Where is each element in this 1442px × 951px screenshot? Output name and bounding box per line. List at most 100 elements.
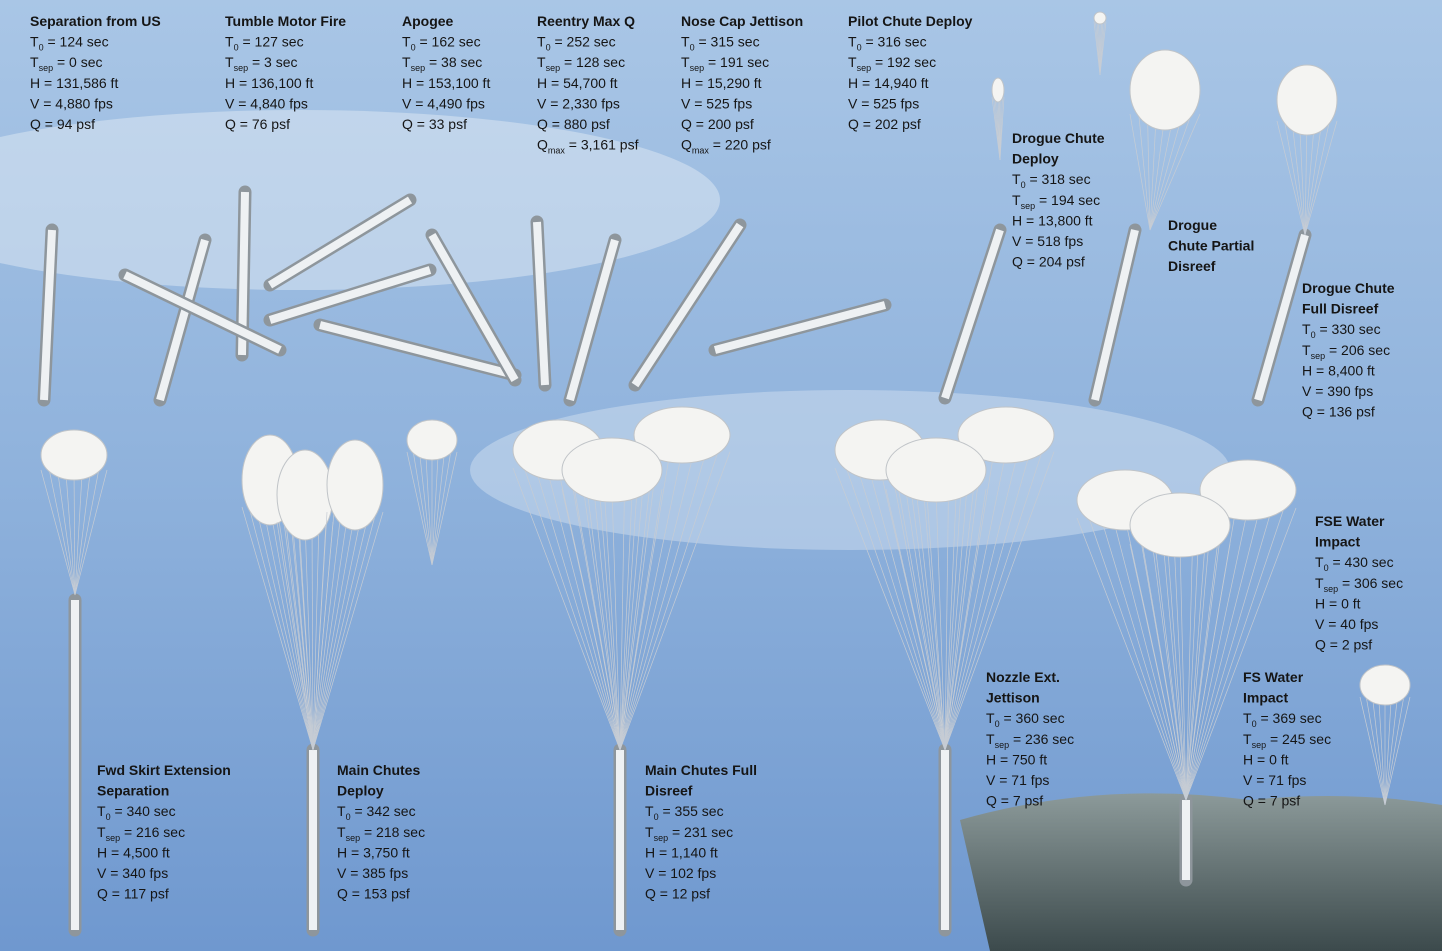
stat-text: V = 385 fps: [337, 865, 408, 881]
stat-text: H = 4,500 ft: [97, 844, 170, 860]
subscript: sep: [654, 833, 669, 843]
event-stat: V = 385 fps: [337, 865, 408, 881]
event-title: Deploy: [1012, 151, 1059, 167]
canopy: [277, 450, 333, 540]
stat-text: Q = 117 psf: [97, 886, 169, 902]
stat-text: = 127 sec: [239, 34, 304, 50]
event-title: Drogue Chute: [1302, 280, 1395, 296]
stat-text: H = 54,700 ft: [537, 75, 618, 91]
stat-text: H = 1,140 ft: [645, 844, 718, 860]
event-title: FS Water: [1243, 669, 1304, 685]
stat-text: V = 102 fps: [645, 865, 716, 881]
canopy: [41, 430, 107, 480]
subscript: sep: [106, 833, 121, 843]
stat-text: Q = 12 psf: [645, 886, 710, 902]
stat-text: = 360 sec: [1000, 710, 1065, 726]
stat-text: V = 71 fps: [1243, 772, 1306, 788]
stat-text: Q = 880 psf: [537, 116, 610, 132]
event-stat: H = 0 ft: [1315, 595, 1361, 611]
canopy: [992, 78, 1004, 102]
event-title: Impact: [1315, 534, 1360, 550]
event-title: Pilot Chute Deploy: [848, 13, 973, 29]
canopy: [1094, 12, 1106, 24]
stat-text: Q = 204 psf: [1012, 254, 1085, 270]
stat-text: Q = 76 psf: [225, 116, 290, 132]
event-title: Jettison: [986, 690, 1040, 706]
stat-text: = 231 sec: [668, 824, 733, 840]
event-title: Disreef: [645, 783, 693, 799]
subscript: sep: [690, 63, 705, 73]
stat-text: = 315 sec: [695, 34, 760, 50]
ocean: [960, 793, 1442, 951]
stat-text: H = 14,940 ft: [848, 75, 929, 91]
stat-text: Q: [681, 137, 692, 153]
event-title: Main Chutes: [337, 762, 420, 778]
stat-text: V = 525 fps: [681, 95, 752, 111]
stat-text: Q = 94 psf: [30, 116, 95, 132]
event-stat: V = 390 fps: [1302, 383, 1373, 399]
stat-text: V = 4,880 fps: [30, 95, 113, 111]
stat-text: V = 71 fps: [986, 772, 1049, 788]
stat-text: = 220 psf: [709, 137, 771, 153]
stat-text: Q = 136 psf: [1302, 404, 1375, 420]
stat-text: V = 2,330 fps: [537, 95, 620, 111]
event-stat: V = 518 fps: [1012, 233, 1083, 249]
stat-text: = 194 sec: [1035, 192, 1100, 208]
event-stat: V = 4,490 fps: [402, 95, 485, 111]
canopy: [1130, 493, 1230, 557]
canopy: [562, 438, 662, 502]
event-stat: V = 2,330 fps: [537, 95, 620, 111]
event-title: Separation: [97, 783, 169, 799]
stat-text: = 124 sec: [44, 34, 109, 50]
stat-text: Q = 2 psf: [1315, 637, 1372, 653]
stat-text: H = 0 ft: [1315, 595, 1361, 611]
stat-text: = 430 sec: [1329, 554, 1394, 570]
subscript: max: [548, 146, 566, 156]
event-stat: H = 153,100 ft: [402, 75, 490, 91]
subscript: sep: [857, 63, 872, 73]
stat-text: = 206 sec: [1325, 342, 1390, 358]
event-stat: Q = 2 psf: [1315, 637, 1372, 653]
event-stat: Q = 76 psf: [225, 116, 290, 132]
event-stat: V = 40 fps: [1315, 616, 1378, 632]
stat-text: = 236 sec: [1009, 731, 1074, 747]
event-title: Chute Partial: [1168, 238, 1254, 254]
event-stat: H = 0 ft: [1243, 751, 1289, 767]
stat-text: = 192 sec: [871, 54, 936, 70]
stat-text: Q = 7 psf: [986, 793, 1043, 809]
event-stat: Q = 880 psf: [537, 116, 610, 132]
event-stat: V = 4,880 fps: [30, 95, 113, 111]
stat-text: = 0 sec: [53, 54, 102, 70]
event-title: Drogue: [1168, 217, 1217, 233]
event-title: Disreef: [1168, 258, 1216, 274]
event-title: Deploy: [337, 783, 384, 799]
event-stat: Q = 94 psf: [30, 116, 95, 132]
stat-text: H = 136,100 ft: [225, 75, 313, 91]
stat-text: = 369 sec: [1257, 710, 1322, 726]
event-stat: Q = 33 psf: [402, 116, 467, 132]
event-stat: Q = 202 psf: [848, 116, 921, 132]
canopy: [886, 438, 986, 502]
event-stat: H = 15,290 ft: [681, 75, 762, 91]
stat-text: H = 8,400 ft: [1302, 362, 1375, 378]
canopy: [1277, 65, 1337, 135]
event-title: FSE Water: [1315, 513, 1385, 529]
subscript: sep: [346, 833, 361, 843]
event-stat: Q = 204 psf: [1012, 254, 1085, 270]
stat-text: H = 131,586 ft: [30, 75, 118, 91]
subscript: sep: [995, 740, 1010, 750]
stat-text: = 3 sec: [248, 54, 297, 70]
canopy: [407, 420, 457, 460]
event-title: Main Chutes Full: [645, 762, 757, 778]
stat-text: V = 390 fps: [1302, 383, 1373, 399]
stat-text: Q = 33 psf: [402, 116, 467, 132]
stat-text: = 306 sec: [1338, 575, 1403, 591]
stat-text: Q: [537, 137, 548, 153]
stat-text: = 216 sec: [120, 824, 185, 840]
event-title: Tumble Motor Fire: [225, 13, 346, 29]
event-title: Full Disreef: [1302, 301, 1379, 317]
event-title: Nose Cap Jettison: [681, 13, 803, 29]
subscript: max: [692, 146, 710, 156]
stat-text: = 318 sec: [1026, 171, 1091, 187]
event-stat: H = 13,800 ft: [1012, 212, 1093, 228]
